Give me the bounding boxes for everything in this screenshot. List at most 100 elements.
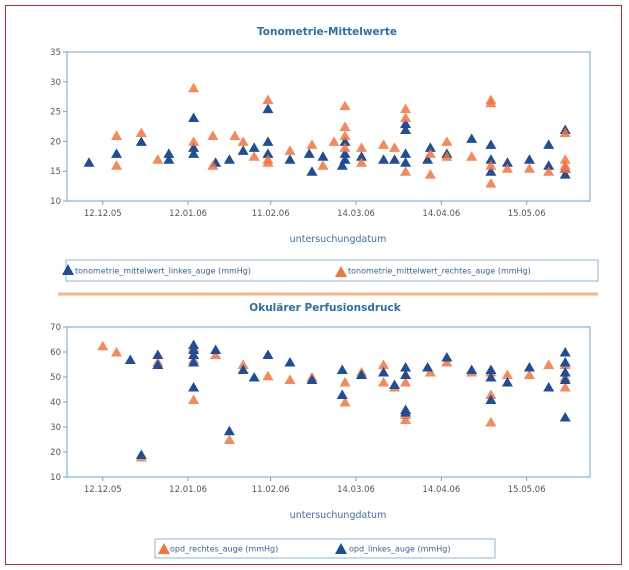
- data-point: [378, 139, 390, 149]
- data-point: [424, 148, 436, 158]
- data-point: [501, 157, 513, 167]
- data-point: [543, 166, 555, 176]
- data-point: [317, 151, 329, 161]
- data-point: [188, 142, 200, 152]
- data-point: [111, 160, 123, 170]
- data-point: [97, 340, 109, 351]
- data-point: [485, 154, 497, 164]
- data-point: [485, 389, 497, 399]
- data-point: [389, 142, 401, 152]
- data-point: [466, 151, 478, 161]
- data-point: [188, 349, 200, 359]
- data-point: [441, 136, 453, 146]
- data-point: [424, 142, 436, 152]
- data-point: [237, 136, 249, 146]
- data-point: [188, 382, 200, 392]
- data-point: [339, 397, 351, 407]
- data-point: [485, 97, 497, 108]
- chart-title: Okulärer Perfusionsdruck: [249, 302, 401, 314]
- data-point: [210, 349, 222, 359]
- y-tick-label: 30: [50, 423, 61, 433]
- x-tick-label: 11.02.06: [252, 485, 290, 495]
- data-point: [152, 359, 164, 369]
- data-point: [400, 148, 412, 158]
- x-axis-label: untersuchungdatum: [290, 234, 387, 245]
- legend-marker-opd-linkes: [335, 543, 347, 554]
- data-point: [400, 369, 412, 379]
- data-point: [306, 166, 318, 176]
- data-point: [188, 339, 200, 349]
- y-tick-label: 30: [50, 78, 61, 88]
- data-point: [284, 374, 296, 384]
- data-point: [559, 412, 571, 422]
- data-point: [466, 133, 478, 143]
- data-point: [400, 166, 412, 176]
- data-point: [83, 157, 95, 167]
- data-point: [207, 160, 219, 170]
- data-point: [339, 154, 351, 164]
- data-point: [336, 389, 348, 399]
- data-point: [356, 142, 368, 152]
- y-tick-label: 50: [50, 373, 61, 383]
- data-point: [248, 151, 260, 161]
- data-point: [339, 377, 351, 387]
- data-point: [328, 136, 340, 146]
- x-axis: 12.12.05 12.01.06 11.02.06 14.03.06 14.04.06…: [84, 477, 546, 495]
- data-point: [111, 347, 123, 357]
- data-point: [262, 103, 274, 114]
- data-point: [441, 357, 453, 367]
- data-point: [284, 154, 296, 164]
- data-point: [501, 163, 513, 173]
- legend-label-opd-linkes: opd_linkes_auge (mmHg): [349, 545, 450, 554]
- x-tick-label: 12.01.06: [169, 209, 207, 219]
- data-point: [485, 394, 497, 404]
- data-point: [378, 377, 390, 387]
- data-point: [262, 349, 274, 359]
- data-point: [523, 154, 535, 164]
- x-tick-label: 12.12.05: [84, 209, 122, 219]
- data-point: [223, 434, 235, 444]
- data-point: [188, 112, 200, 123]
- data-point: [262, 370, 274, 381]
- data-point: [237, 364, 249, 374]
- data-point: [424, 169, 436, 179]
- plot-area: [66, 326, 591, 478]
- data-point: [135, 449, 147, 459]
- series-1: [124, 339, 571, 459]
- data-point: [284, 145, 296, 155]
- data-point: [248, 372, 260, 382]
- data-point: [207, 130, 219, 140]
- data-point: [163, 148, 175, 158]
- data-point: [441, 352, 453, 362]
- data-point: [400, 112, 412, 123]
- legend-box: [154, 538, 496, 559]
- data-point: [317, 160, 329, 170]
- data-point: [400, 103, 412, 114]
- data-point: [124, 354, 136, 364]
- data-point: [163, 154, 175, 164]
- data-point: [559, 357, 571, 367]
- x-tick-label: 14.03.06: [337, 485, 375, 495]
- data-point: [400, 377, 412, 387]
- data-point: [135, 127, 147, 137]
- data-point: [356, 157, 368, 167]
- data-point: [303, 148, 315, 158]
- y-tick-label: 25: [50, 108, 61, 118]
- chart-tonometrie: Tonometrie-Mittelwerte 10 15 20 25 30 35 12.1…: [50, 26, 599, 282]
- data-point: [188, 357, 200, 367]
- data-point: [559, 382, 571, 392]
- chart-title: Tonometrie-Mittelwerte: [257, 26, 397, 38]
- data-points: [83, 82, 571, 188]
- y-tick-label: 60: [50, 348, 61, 358]
- y-axis: 10 15 20 25 30 35: [50, 48, 67, 207]
- data-point: [501, 377, 513, 387]
- y-tick-label: 10: [50, 473, 61, 483]
- data-point: [485, 364, 497, 374]
- x-axis: 12.12.05 12.01.06 11.02.06 14.03.06 14.04.06…: [84, 201, 546, 219]
- legend-marker-linkes: [62, 264, 74, 275]
- data-point: [229, 130, 241, 140]
- data-point: [284, 357, 296, 367]
- data-point: [543, 382, 555, 392]
- data-point: [523, 362, 535, 372]
- data-point: [485, 160, 497, 170]
